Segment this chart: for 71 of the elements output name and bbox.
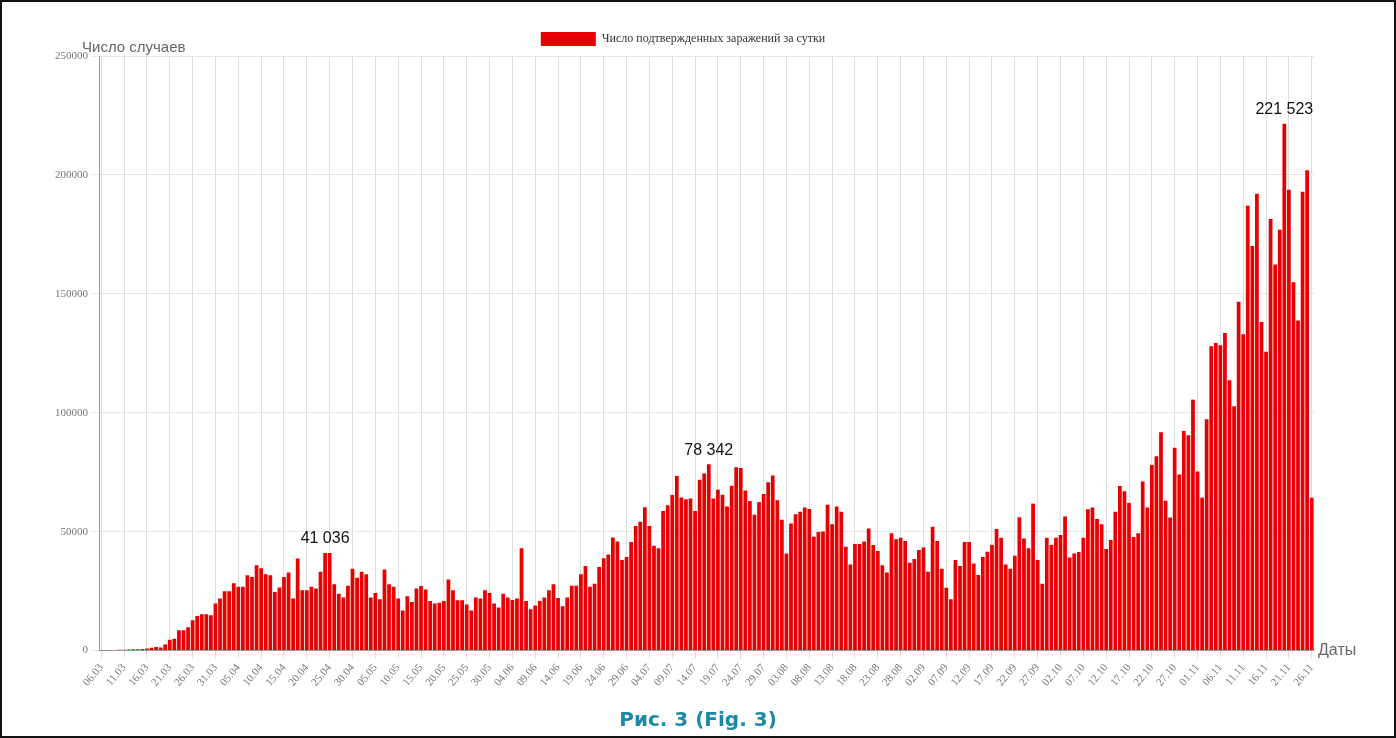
bar [537,600,542,651]
bar [1172,447,1177,651]
x-axis-title: Даты [1318,641,1357,659]
bar [601,558,606,651]
bar [1159,432,1163,651]
bar [236,586,241,651]
bar [633,526,638,651]
bar [967,542,972,651]
bar [533,605,538,651]
bar [190,620,195,651]
bar [1236,301,1241,651]
bar [569,585,574,651]
y-tick-label: 200000 [55,167,89,180]
bar [807,508,812,651]
bar [483,590,487,651]
bar [1305,170,1310,651]
bar [1191,399,1195,651]
y-tick-label: 100000 [55,405,89,418]
data-label: 221 523 [1255,100,1314,118]
bar [304,590,309,651]
bar [1072,553,1077,651]
bar [195,615,200,651]
bar [167,639,172,651]
bar [432,603,437,651]
bar [295,558,300,651]
bar [1044,537,1049,651]
bar [364,574,369,651]
y-tick-label: 150000 [55,286,89,299]
bar [1245,205,1250,651]
bar [505,597,510,651]
bar [738,467,743,651]
bar [674,476,679,651]
bar [437,602,442,651]
bar [501,593,506,651]
bar [473,597,478,651]
bar [373,593,378,651]
bar [1282,123,1287,651]
bar [853,543,857,651]
bar [866,528,871,651]
bar [327,553,332,651]
bar [834,506,839,651]
bar [359,571,364,651]
bar [642,507,647,651]
bar [204,614,209,651]
bar [798,511,803,651]
bar [734,467,739,651]
bar [802,507,807,651]
bar [1209,346,1214,651]
bar [199,614,204,651]
y-tick-label: 0 [82,643,89,656]
bar [610,537,615,651]
text: Рис. 3 (Fig. 3) [618,707,778,731]
bar [163,644,168,651]
bar [1181,431,1186,651]
legend-label: Число подтвержденных заражений за сутки [601,31,826,46]
bar [268,575,273,651]
data-label: 78 342 [684,440,734,458]
bar [419,585,423,651]
bar [770,475,775,651]
bar [158,647,163,651]
bar [1213,343,1218,651]
bar [903,541,908,651]
bar [706,464,711,651]
y-tick-label: 50000 [60,524,89,537]
data-label: 41 036 [300,529,350,547]
bar [259,568,264,651]
bar [1140,481,1145,651]
bar [464,604,469,651]
bar [405,596,410,651]
bar [231,583,236,651]
bar [684,499,688,651]
